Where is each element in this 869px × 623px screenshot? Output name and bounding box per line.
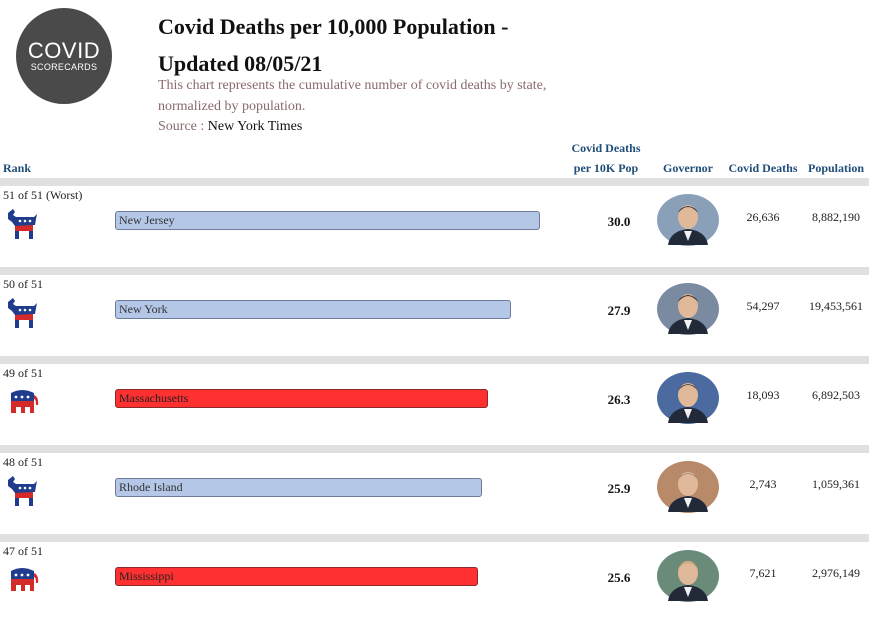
chart-description: This chart represents the cumulative num… [158, 78, 547, 114]
table-row: 51 of 51 (Worst) New Jersey 30.0 26,636 8,88… [0, 178, 869, 267]
header-population: Population [807, 161, 864, 175]
rank-label: 48 of 51 [3, 455, 43, 469]
bar-new-jersey: New Jersey [115, 211, 541, 230]
population-value: 19,453,561 [809, 299, 863, 313]
donkey-icon [8, 476, 37, 506]
governor-photo [657, 461, 719, 513]
governor-photo [657, 372, 719, 424]
governor-photo [657, 194, 719, 246]
header-covid-deaths: Covid Deaths [728, 161, 798, 175]
table-row: 47 of 51 Mississippi 25.6 7,621 2,976,149 [0, 534, 869, 623]
data-label: 25.6 [607, 570, 631, 585]
elephant-icon [11, 568, 39, 591]
elephant-icon [11, 390, 39, 413]
covid-deaths-value: 2,743 [749, 477, 777, 491]
governor-photo [657, 550, 719, 602]
governor-photo [657, 283, 719, 335]
row-separator [0, 178, 869, 186]
row-separator [0, 534, 869, 542]
logo-line2: SCORECARDS [30, 61, 98, 72]
header-governor: Governor [663, 161, 713, 175]
rank-label: 50 of 51 [3, 277, 43, 291]
rank-label: 51 of 51 (Worst) [3, 188, 83, 202]
table-row: 50 of 51 New York 27.9 54,297 19,453,561 [0, 267, 869, 356]
bar-mississippi: Mississippi [115, 567, 478, 586]
source-label: Source : [158, 119, 208, 134]
rank-label: 49 of 51 [3, 366, 43, 380]
covid-deaths-value: 7,621 [749, 566, 777, 580]
population-value: 2,976,149 [812, 566, 860, 580]
bar-state-label: Rhode Island [119, 480, 183, 494]
bar-state-label: New York [119, 302, 168, 316]
page-title: Covid Deaths per 10,000 Population - Upd… [158, 14, 509, 76]
donkey-icon [8, 298, 37, 328]
donkey-icon [8, 209, 37, 239]
row-separator [0, 356, 869, 364]
source-value: New York Times [207, 119, 303, 134]
bar-new-york: New York [115, 300, 511, 319]
population-value: 8,882,190 [812, 210, 860, 224]
row-separator [0, 267, 869, 275]
bar-state-label: Mississippi [119, 569, 174, 583]
logo-line1: COVID [27, 37, 101, 63]
row-separator [0, 445, 869, 453]
table-row: 48 of 51 Rhode Island 25.9 2,743 1,059,361 [0, 445, 869, 534]
bar-state-label: New Jersey [119, 213, 175, 227]
header-rank: Rank [3, 161, 32, 175]
source-line: Source : New York Times [158, 119, 302, 135]
data-label: 30.0 [607, 214, 631, 229]
bar-state-label: Massachusetts [119, 391, 189, 405]
table-row: 49 of 51 Massachusetts 26.3 18,093 6,892,503 [0, 356, 869, 445]
rank-label: 47 of 51 [3, 544, 43, 558]
covid-deaths-value: 26,636 [746, 210, 780, 224]
covid-deaths-value: 18,093 [746, 388, 780, 402]
data-label: 27.9 [607, 303, 631, 318]
data-label: 26.3 [607, 392, 631, 407]
bar-massachusetts: Massachusetts [115, 389, 488, 408]
header-deaths-per-10k: Covid Deaths per 10K Pop [571, 141, 641, 175]
data-label: 25.9 [607, 481, 631, 496]
population-value: 6,892,503 [812, 388, 860, 402]
covid-deaths-value: 54,297 [746, 299, 780, 313]
population-value: 1,059,361 [812, 477, 860, 491]
covid-scorecards-logo: COVID SCORECARDS [16, 8, 112, 104]
bar-rhode-island: Rhode Island [115, 478, 483, 497]
